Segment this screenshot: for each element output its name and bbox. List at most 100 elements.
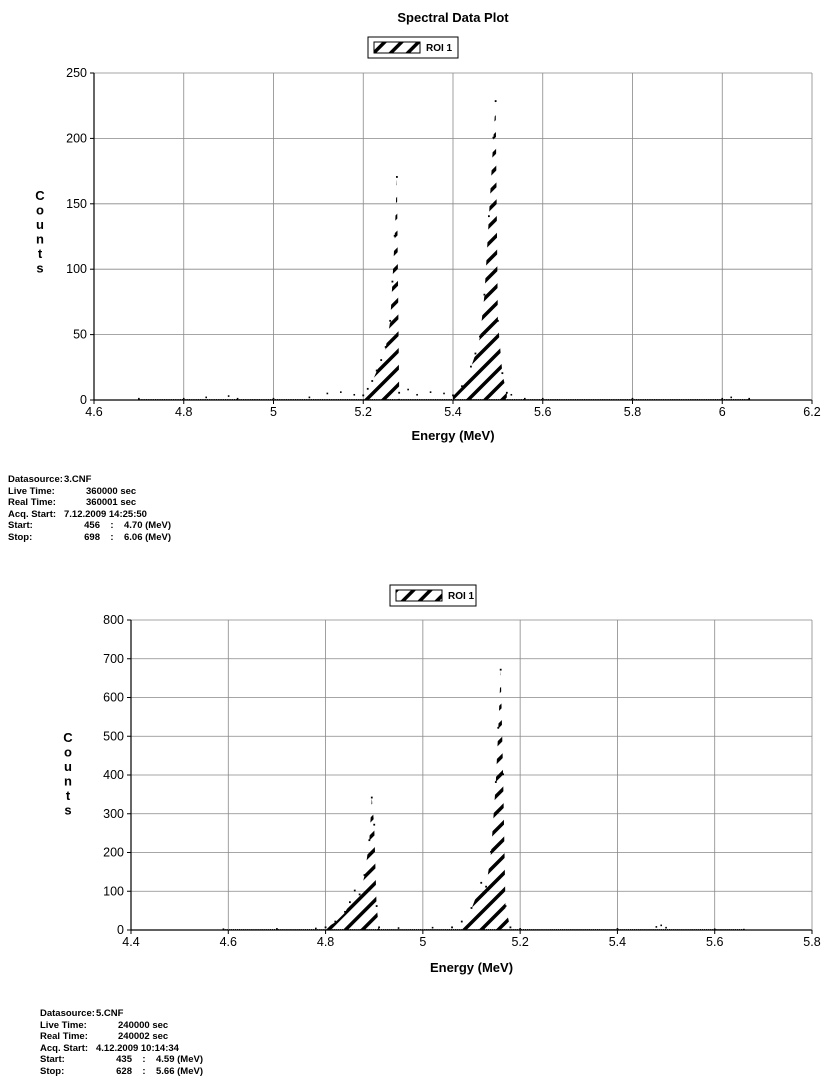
x-tick-label: 5.4 bbox=[609, 935, 626, 949]
x-tick-label: 4.8 bbox=[175, 405, 192, 419]
peak-point bbox=[396, 176, 398, 178]
x-tick-label: 6.2 bbox=[803, 405, 820, 419]
x-tick-label: 5.8 bbox=[803, 935, 820, 949]
x-tick-label: 4.4 bbox=[122, 935, 139, 949]
info-block-1: Datasource:3.CNF Live Time:360000 sec Re… bbox=[8, 474, 194, 543]
x-tick-label: 6 bbox=[719, 405, 726, 419]
peak-point bbox=[398, 392, 400, 394]
peak-point bbox=[479, 336, 481, 338]
spectrum-point bbox=[315, 928, 317, 930]
legend-label: ROI 1 bbox=[426, 43, 453, 54]
real-time-label: Real Time: bbox=[40, 1031, 96, 1043]
y-tick-label: 700 bbox=[103, 652, 124, 666]
spectrum-point bbox=[430, 391, 432, 393]
peak-point bbox=[362, 394, 364, 396]
spectrum-point bbox=[276, 928, 278, 930]
start-separator: : bbox=[100, 520, 124, 532]
peak-point bbox=[376, 905, 378, 907]
y-tick-label: 50 bbox=[73, 328, 87, 342]
real-time-label: Real Time: bbox=[8, 497, 64, 509]
spectrum-point bbox=[407, 389, 409, 391]
peak-point bbox=[506, 392, 508, 394]
peak-point bbox=[461, 921, 463, 923]
spectrum-point bbox=[660, 925, 662, 927]
live-time-label: Live Time: bbox=[8, 486, 64, 498]
start-label: Start: bbox=[8, 520, 64, 532]
info-block-2: Datasource:5.CNF Live Time:240000 sec Re… bbox=[40, 1008, 226, 1077]
peak-point bbox=[452, 394, 454, 396]
x-tick-label: 5 bbox=[270, 405, 277, 419]
spectrum-point bbox=[228, 395, 230, 397]
x-tick-label: 5.2 bbox=[511, 935, 528, 949]
roi-peak-area bbox=[453, 102, 507, 400]
peak-point bbox=[371, 380, 373, 382]
x-tick-label: 5.6 bbox=[534, 405, 551, 419]
spectrum-point bbox=[416, 394, 418, 396]
stop-label: Stop: bbox=[40, 1066, 96, 1077]
y-tick-label: 500 bbox=[103, 729, 124, 743]
peak-point bbox=[367, 388, 369, 390]
legend-swatch bbox=[374, 42, 420, 53]
peak-point bbox=[378, 926, 380, 928]
acq-start-label: Acq. Start: bbox=[40, 1043, 96, 1055]
spectrum-point bbox=[542, 398, 544, 400]
spectrum-point bbox=[353, 394, 355, 396]
real-time-value: 240002 sec bbox=[96, 1031, 168, 1043]
start-energy: 4.70 (MeV) bbox=[124, 520, 194, 532]
spectrum-point bbox=[721, 398, 723, 400]
spectrum-point bbox=[327, 393, 329, 395]
peak-point bbox=[490, 851, 492, 853]
peak-point bbox=[470, 366, 472, 368]
spectrum-point bbox=[730, 397, 732, 399]
acq-start-value: 7.12.2009 14:25:50 bbox=[64, 509, 147, 521]
peak-point bbox=[495, 781, 497, 783]
start-energy: 4.59 (MeV) bbox=[156, 1054, 226, 1066]
spectrum-point bbox=[665, 927, 667, 929]
y-tick-label: 200 bbox=[103, 846, 124, 860]
y-tick-label: 600 bbox=[103, 691, 124, 705]
peak-point bbox=[502, 773, 504, 775]
spectrum-point bbox=[511, 394, 513, 396]
peak-point bbox=[394, 235, 396, 237]
start-channel: 456 bbox=[64, 520, 100, 532]
roi-peak-area bbox=[326, 798, 380, 930]
peak-point bbox=[385, 346, 387, 348]
spectrum-point bbox=[524, 398, 526, 400]
x-tick-label: 4.6 bbox=[220, 935, 237, 949]
spectrum-point bbox=[340, 391, 342, 393]
peak-point bbox=[364, 874, 366, 876]
spectrum-point bbox=[398, 927, 400, 929]
peak-point bbox=[480, 882, 482, 884]
spectrum-point bbox=[617, 928, 619, 930]
start-separator: : bbox=[132, 1054, 156, 1066]
x-axis-label: Energy (MeV) bbox=[430, 960, 513, 975]
spectrum-point bbox=[519, 928, 521, 930]
spectrum-point bbox=[443, 393, 445, 395]
spectrum-point bbox=[714, 928, 716, 930]
legend-label: ROI 1 bbox=[448, 591, 475, 602]
y-tick-label: 800 bbox=[103, 613, 124, 627]
x-tick-label: 4.6 bbox=[85, 405, 102, 419]
peak-point bbox=[376, 370, 378, 372]
spectrum-point bbox=[743, 929, 745, 931]
start-label: Start: bbox=[40, 1054, 96, 1066]
start-channel: 435 bbox=[96, 1054, 132, 1066]
datasource-value: 5.CNF bbox=[96, 1008, 123, 1020]
stop-label: Stop: bbox=[8, 532, 64, 544]
spectrum-point bbox=[223, 928, 225, 930]
y-tick-label: 400 bbox=[103, 768, 124, 782]
x-tick-label: 5.6 bbox=[706, 935, 723, 949]
peak-point bbox=[451, 926, 453, 928]
peak-point bbox=[471, 907, 473, 909]
x-tick-label: 5.8 bbox=[624, 405, 641, 419]
y-tick-label: 100 bbox=[103, 884, 124, 898]
peak-point bbox=[475, 353, 477, 355]
peak-point bbox=[484, 294, 486, 296]
datasource-label: Datasource: bbox=[8, 474, 64, 486]
peak-point bbox=[505, 905, 507, 907]
acq-start-label: Acq. Start: bbox=[8, 509, 64, 521]
y-tick-label: 200 bbox=[66, 131, 87, 145]
peak-point bbox=[510, 926, 512, 928]
